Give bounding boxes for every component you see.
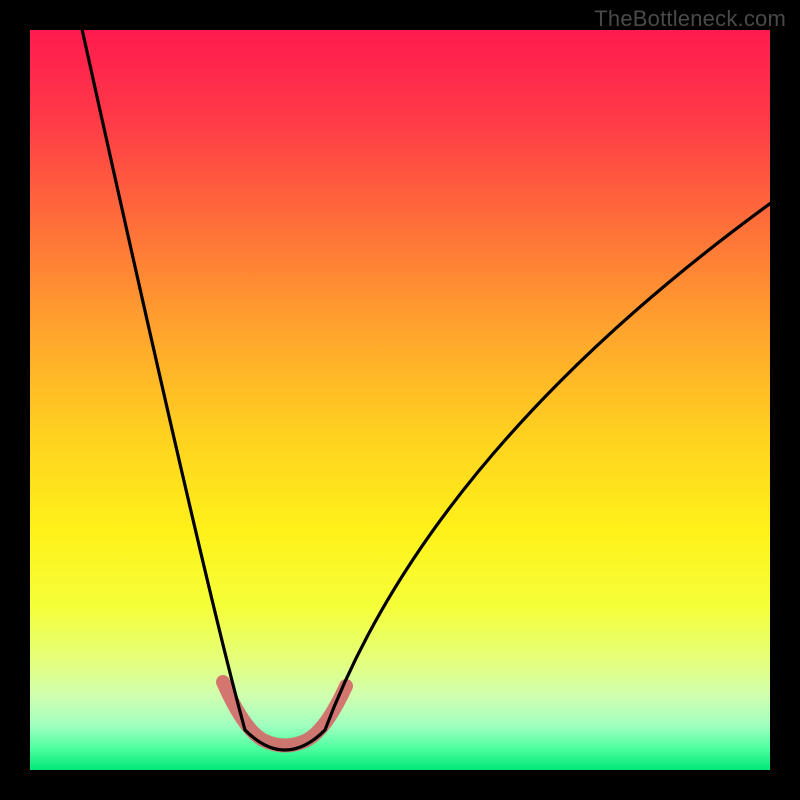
bottleneck-curve [80, 30, 770, 750]
outer-frame: TheBottleneck.com [0, 0, 800, 800]
watermark-text: TheBottleneck.com [594, 6, 786, 32]
plot-area [30, 30, 770, 770]
curve-layer [30, 30, 770, 770]
